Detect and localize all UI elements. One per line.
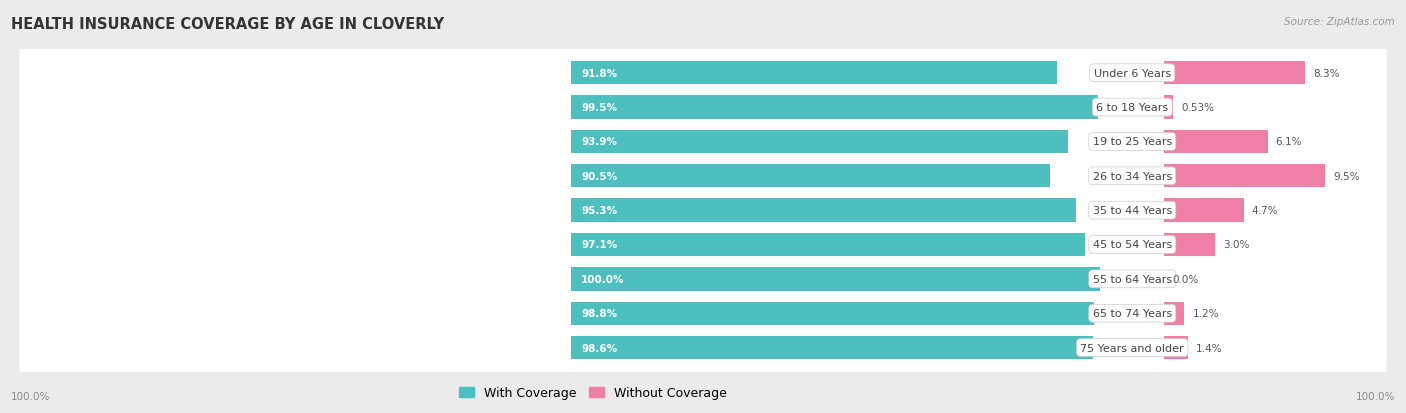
Text: 4.7%: 4.7% xyxy=(1251,206,1278,216)
Bar xyxy=(1164,96,1173,119)
Text: 1.4%: 1.4% xyxy=(1195,343,1222,353)
Text: 0.0%: 0.0% xyxy=(1173,274,1198,284)
Bar xyxy=(571,131,1069,154)
Bar xyxy=(1164,233,1215,256)
Bar xyxy=(571,62,1057,85)
Legend: With Coverage, Without Coverage: With Coverage, Without Coverage xyxy=(454,381,731,404)
Text: 100.0%: 100.0% xyxy=(1355,391,1395,401)
Bar xyxy=(571,302,1094,325)
Text: 95.3%: 95.3% xyxy=(581,206,617,216)
FancyBboxPatch shape xyxy=(20,247,1386,311)
Text: 35 to 44 Years: 35 to 44 Years xyxy=(1092,206,1171,216)
Text: 8.3%: 8.3% xyxy=(1313,69,1340,78)
Text: 97.1%: 97.1% xyxy=(581,240,617,250)
Bar xyxy=(571,199,1076,222)
Bar xyxy=(1164,199,1244,222)
Text: 65 to 74 Years: 65 to 74 Years xyxy=(1092,309,1171,318)
Text: 91.8%: 91.8% xyxy=(581,69,617,78)
FancyBboxPatch shape xyxy=(20,178,1386,243)
Text: 6.1%: 6.1% xyxy=(1275,137,1302,147)
Bar xyxy=(571,165,1050,188)
Text: HEALTH INSURANCE COVERAGE BY AGE IN CLOVERLY: HEALTH INSURANCE COVERAGE BY AGE IN CLOV… xyxy=(11,17,444,31)
Bar xyxy=(571,233,1085,256)
Text: 9.5%: 9.5% xyxy=(1333,171,1360,181)
Text: 98.6%: 98.6% xyxy=(581,343,617,353)
Bar xyxy=(1164,336,1188,359)
FancyBboxPatch shape xyxy=(20,213,1386,277)
Text: 75 Years and older: 75 Years and older xyxy=(1080,343,1184,353)
Bar xyxy=(1164,62,1305,85)
Text: 45 to 54 Years: 45 to 54 Years xyxy=(1092,240,1171,250)
Bar xyxy=(1164,131,1267,154)
Text: 6 to 18 Years: 6 to 18 Years xyxy=(1097,103,1168,113)
Bar xyxy=(1164,165,1326,188)
Text: 19 to 25 Years: 19 to 25 Years xyxy=(1092,137,1171,147)
FancyBboxPatch shape xyxy=(20,110,1386,174)
FancyBboxPatch shape xyxy=(20,144,1386,209)
Bar xyxy=(571,336,1092,359)
Text: 0.53%: 0.53% xyxy=(1181,103,1213,113)
FancyBboxPatch shape xyxy=(20,316,1386,380)
Text: 93.9%: 93.9% xyxy=(581,137,617,147)
FancyBboxPatch shape xyxy=(20,281,1386,346)
Text: 100.0%: 100.0% xyxy=(581,274,624,284)
Text: Under 6 Years: Under 6 Years xyxy=(1094,69,1171,78)
FancyBboxPatch shape xyxy=(20,76,1386,140)
Bar xyxy=(571,268,1101,291)
Text: 99.5%: 99.5% xyxy=(581,103,617,113)
Text: 100.0%: 100.0% xyxy=(11,391,51,401)
Text: 1.2%: 1.2% xyxy=(1192,309,1219,318)
Text: 90.5%: 90.5% xyxy=(581,171,617,181)
Text: Source: ZipAtlas.com: Source: ZipAtlas.com xyxy=(1284,17,1395,26)
Text: 98.8%: 98.8% xyxy=(581,309,617,318)
Bar xyxy=(1164,302,1184,325)
Bar xyxy=(571,96,1098,119)
FancyBboxPatch shape xyxy=(20,41,1386,106)
Text: 55 to 64 Years: 55 to 64 Years xyxy=(1092,274,1171,284)
Text: 26 to 34 Years: 26 to 34 Years xyxy=(1092,171,1171,181)
Text: 3.0%: 3.0% xyxy=(1223,240,1250,250)
